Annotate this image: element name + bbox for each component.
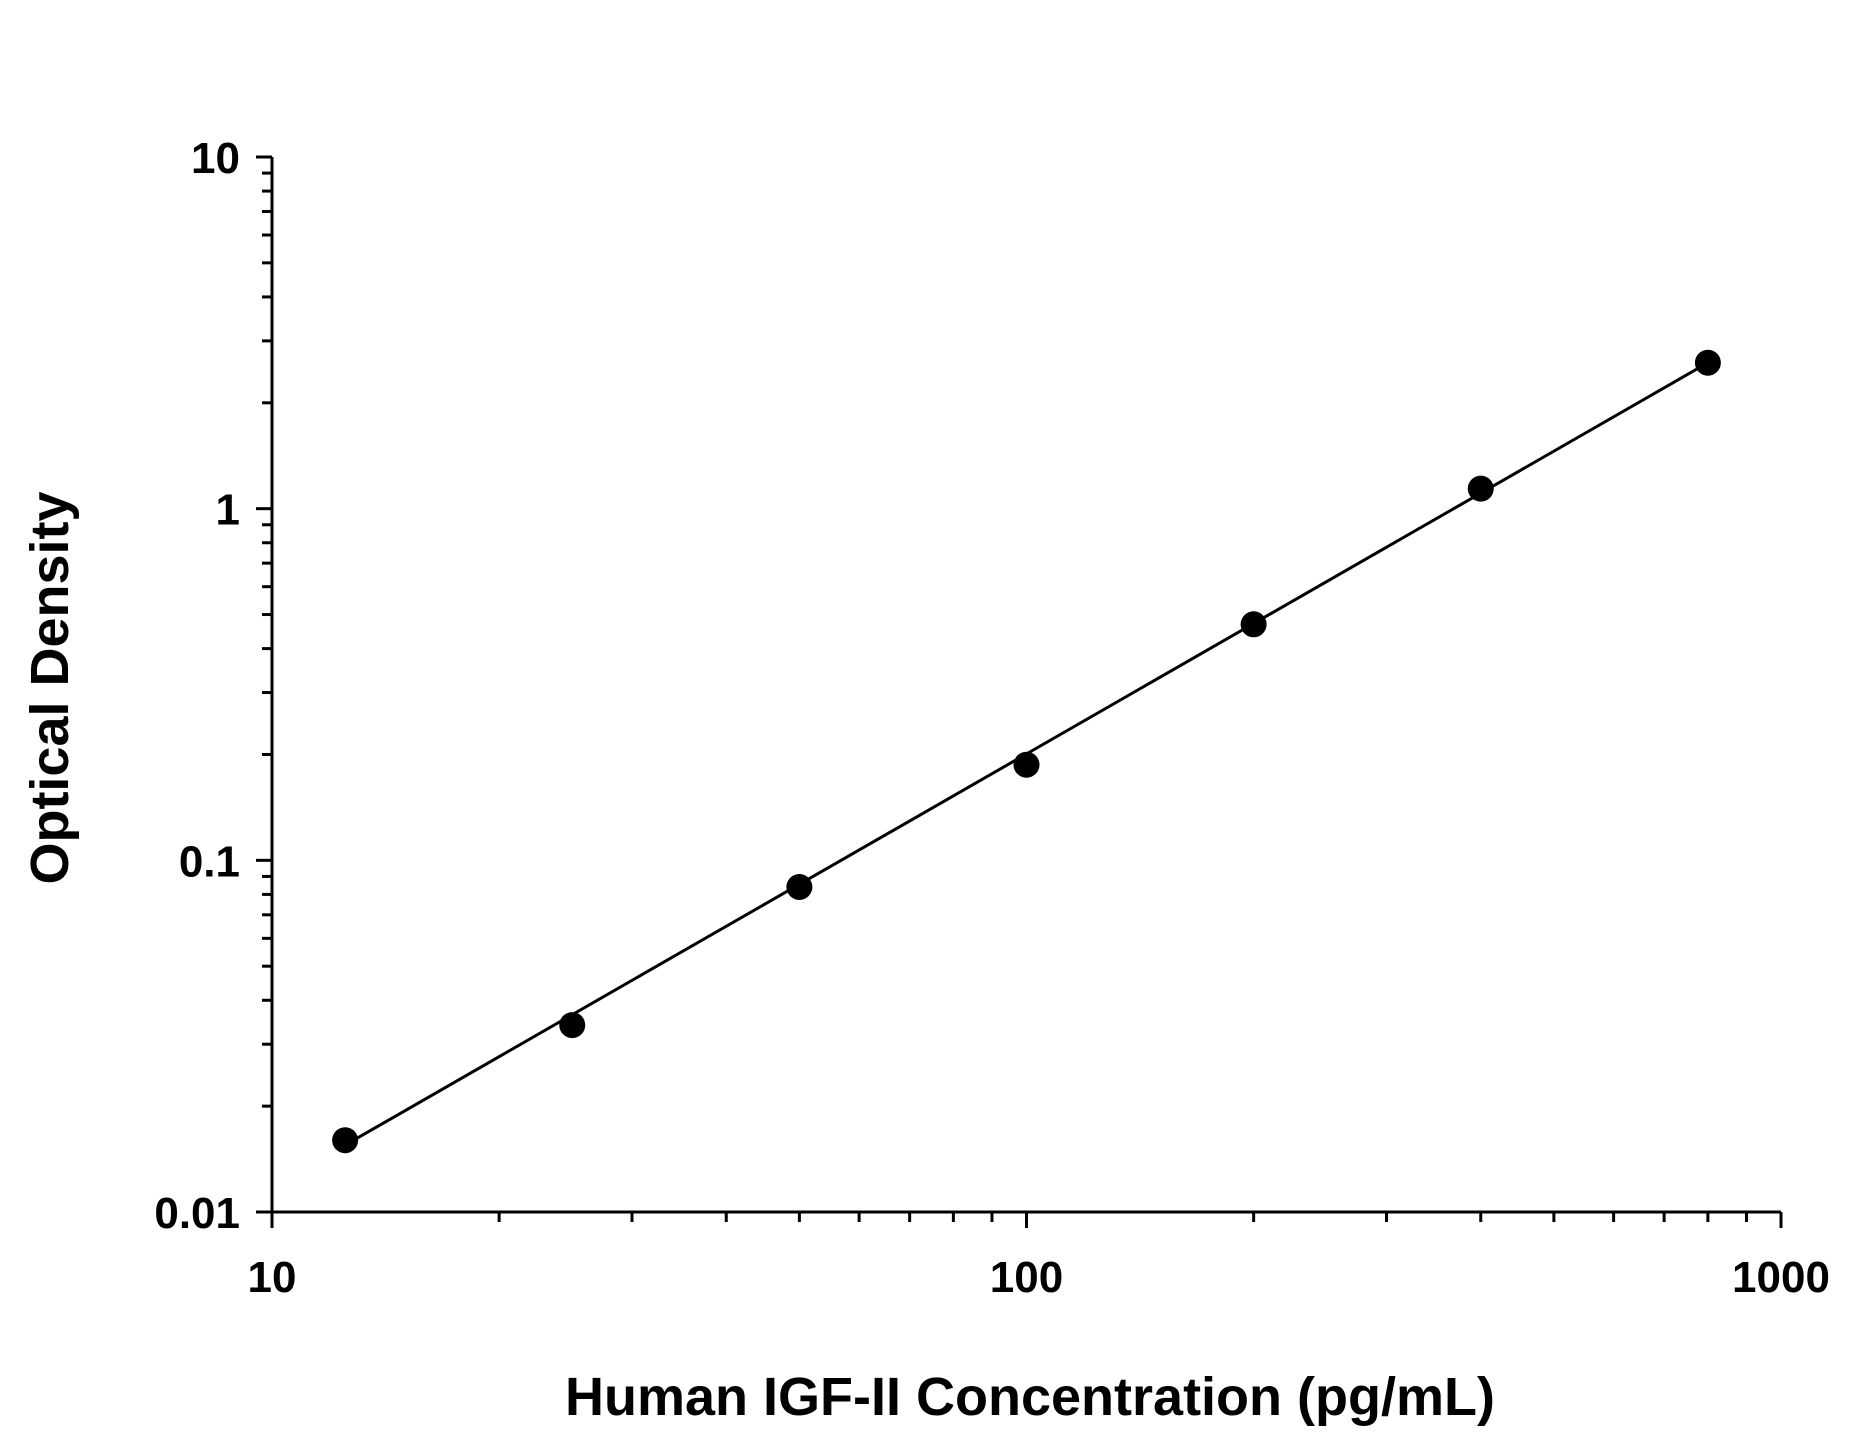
data-points <box>332 349 1721 1154</box>
tick-labels: 10 100 1000 0.01 0.1 1 10 <box>154 134 1830 1302</box>
x-axis-title: Human IGF-II Concentration (pg/mL) <box>565 1367 1495 1427</box>
data-point <box>786 873 813 900</box>
data-point <box>1013 751 1040 778</box>
data-point <box>559 1012 586 1039</box>
x-tick-label: 10 <box>248 1253 297 1302</box>
data-point <box>332 1127 359 1154</box>
data-point <box>1694 349 1721 376</box>
y-tick-label: 1 <box>216 486 240 535</box>
y-tick-label: 10 <box>191 134 240 183</box>
y-tick-label: 0.01 <box>154 1189 240 1238</box>
axes <box>256 155 1783 1228</box>
y-axis-title: Optical Density <box>20 491 80 884</box>
data-point <box>1467 475 1494 502</box>
x-tick-label: 1000 <box>1732 1253 1830 1302</box>
y-tick-label: 0.1 <box>179 837 240 886</box>
data-point <box>1240 611 1267 638</box>
x-tick-label: 100 <box>990 1253 1063 1302</box>
